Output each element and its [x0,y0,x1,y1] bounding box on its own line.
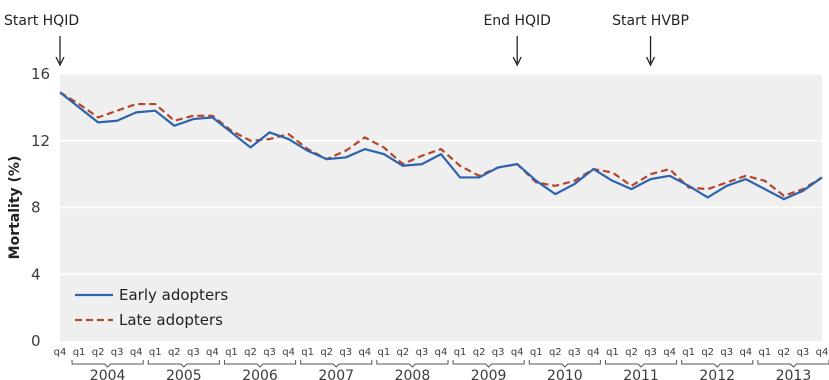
x-tick-quarter: q1 [149,347,162,358]
annotation-label: Start HQID [4,13,79,29]
series-lines [59,91,823,201]
series-line-early-adopters [59,91,823,201]
x-tick-quarter: q1 [454,347,467,358]
y-tick-label: 0 [31,332,41,350]
x-tick-quarter: q3 [187,347,200,358]
x-tick-year: 2013 [776,368,812,380]
x-tick-quarter: q4 [282,347,295,358]
x-tick-quarter: q4 [54,347,67,358]
year-bracket [757,360,829,368]
y-axis-label: Mortality (%) [7,156,23,260]
y-axis-ticks: 0 4 8 12 16 [31,65,50,350]
x-tick-quarter: q2 [549,347,562,358]
y-tick-label: 8 [31,199,41,217]
x-tick-year: 2010 [547,368,583,380]
x-tick-year: 2011 [623,368,659,380]
year-bracket [376,360,449,368]
x-tick-year: 2009 [471,368,507,380]
x-tick-quarter: q1 [606,347,619,358]
x-tick-quarter: q3 [492,347,505,358]
year-bracket [71,360,144,368]
year-bracket [223,360,297,368]
x-tick-quarter: q2 [92,347,105,358]
x-tick-quarter: q1 [682,347,695,358]
x-tick-quarter: q2 [778,347,791,358]
x-tick-quarter: q2 [625,347,638,358]
x-tick-quarter: q4 [587,347,600,358]
x-tick-quarter: q2 [320,347,333,358]
x-tick-quarter: q2 [701,347,714,358]
x-tick-quarter: q2 [168,347,181,358]
x-tick-year: 2007 [318,368,354,380]
x-tick-quarter: q1 [225,347,238,358]
x-tick-quarter: q2 [397,347,410,358]
x-tick-quarter: q4 [130,347,143,358]
x-tick-quarter: q1 [758,347,771,358]
x-tick-quarter: q3 [339,347,352,358]
annotation-arrow-head [55,56,65,67]
x-tick-quarter: q3 [263,347,276,358]
x-tick-quarter: q4 [816,347,829,358]
year-bracket [528,360,601,368]
x-tick-quarter: q4 [206,347,219,358]
x-tick-quarter: q2 [244,347,257,358]
x-tick-quarter: q4 [739,347,752,358]
legend: Early adopters Late adopters [75,286,228,329]
x-tick-year: 2005 [166,368,202,380]
annotation-arrow-head [645,56,656,67]
x-tick-quarter: q4 [435,347,448,358]
x-axis: q4 q1 q2 q3 q4 q1 q2 q3 q4 q1 q2 q3 q4 q1 q2 q3 q4 q1 q2 q3… [54,347,829,380]
year-bracket [604,360,678,368]
annotation-label: Start HVBP [612,13,689,29]
x-tick-year: 2008 [395,368,431,380]
x-tick-quarter: q3 [568,347,581,358]
annotation-arrow-head [512,56,522,67]
x-tick-year: 2006 [242,368,278,380]
x-tick-year: 2004 [90,368,126,380]
y-tick-label: 4 [31,265,41,283]
x-tick-quarter: q1 [73,347,86,358]
x-tick-quarter: q4 [358,347,371,358]
y-tick-label: 16 [31,65,50,83]
x-tick-quarter: q1 [377,347,390,358]
year-bracket [300,360,373,368]
x-tick-quarter: q3 [797,347,810,358]
series-line-late-adopters [59,91,823,197]
x-tick-quarter: q3 [111,347,124,358]
x-tick-quarter: q3 [416,347,429,358]
year-bracket [147,360,220,368]
x-tick-year: 2012 [699,368,735,380]
annotations: Start HQID End HQID Start HVBP [4,13,689,67]
gridlines [60,73,822,275]
legend-label: Early adopters [119,286,228,304]
legend-label: Late adopters [119,311,223,329]
y-tick-label: 12 [31,132,50,150]
x-tick-quarter: q4 [663,347,676,358]
x-tick-quarter: q1 [301,347,314,358]
year-bracket [452,360,525,368]
x-tick-quarter: q1 [530,347,543,358]
x-tick-quarter: q3 [720,347,733,358]
annotation-label: End HQID [483,13,551,29]
x-tick-quarter: q3 [644,347,657,358]
x-tick-quarter: q4 [511,347,524,358]
x-tick-quarter: q2 [473,347,486,358]
year-bracket [681,360,754,368]
